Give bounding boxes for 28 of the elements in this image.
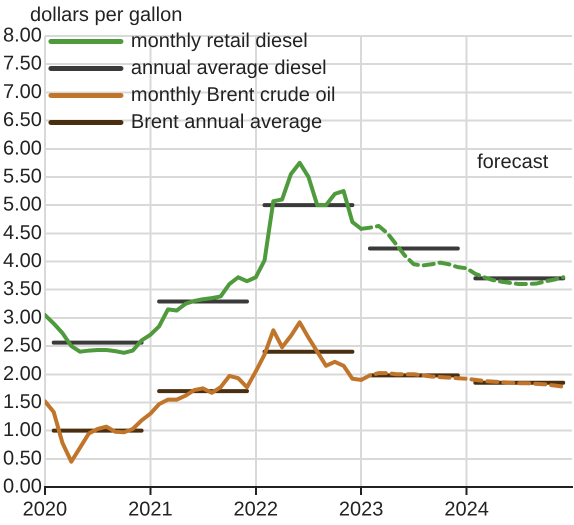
y-tick-label: 0.00 bbox=[2, 476, 42, 498]
x-tick-label: 2024 bbox=[444, 498, 489, 521]
y-tick-label: 5.50 bbox=[2, 165, 42, 188]
y-tick-label: 3.00 bbox=[2, 306, 42, 328]
y-tick-label: 2.50 bbox=[2, 334, 42, 357]
y-tick-label: 7.50 bbox=[2, 52, 42, 75]
x-tick-label: 2023 bbox=[338, 498, 384, 521]
y-tick-label: 7.00 bbox=[2, 80, 42, 103]
legend-label: monthly retail diesel bbox=[130, 30, 308, 52]
y-tick-label: 6.00 bbox=[2, 137, 42, 160]
y-tick-label: 1.00 bbox=[2, 419, 42, 442]
x-tick-label: 2021 bbox=[128, 498, 173, 521]
y-tick-label: 4.00 bbox=[2, 250, 42, 272]
y-tick-label: 4.50 bbox=[2, 222, 42, 244]
y-tick-label: 6.50 bbox=[2, 109, 42, 132]
legend-label: annual average diesel bbox=[130, 57, 327, 80]
y-tick-label: 1.50 bbox=[2, 390, 42, 413]
legend-label: Brent annual average bbox=[130, 111, 322, 134]
y-tick-label: 8.00 bbox=[2, 24, 42, 47]
annotation: forecast bbox=[477, 150, 549, 173]
y-tick-label: 5.00 bbox=[2, 194, 42, 216]
y-tick-label: 3.50 bbox=[2, 278, 42, 300]
x-tick-label: 2020 bbox=[22, 498, 68, 521]
y-tick-label: 0.50 bbox=[2, 447, 42, 470]
x-tick-label: 2022 bbox=[234, 498, 278, 521]
legend-label: monthly Brent crude oil bbox=[130, 84, 336, 106]
y-axis-title: dollars per gallon bbox=[30, 4, 182, 27]
y-tick-label: 2.00 bbox=[2, 362, 42, 385]
